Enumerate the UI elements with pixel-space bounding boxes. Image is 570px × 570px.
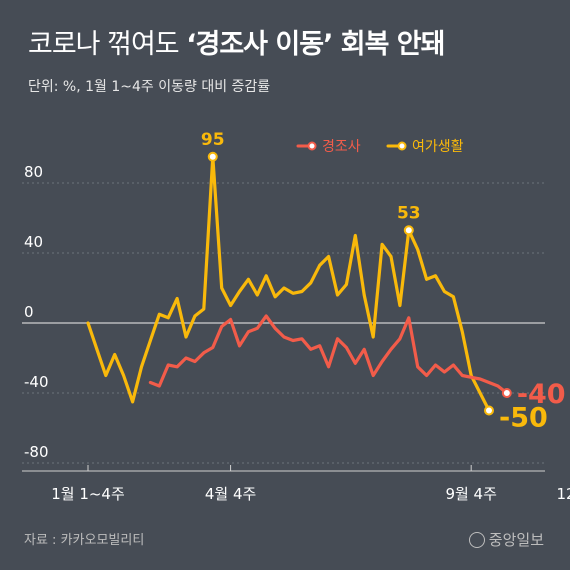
title-plain: 코로나 꺾여도 xyxy=(28,29,187,60)
y-tick-label: 80 xyxy=(24,163,43,181)
series-layer xyxy=(86,155,509,413)
x-axis: 1월 1~4주 4월 4주 9월 4주 12월 2주 xyxy=(22,465,570,503)
end-point-marker xyxy=(484,405,494,416)
legend-label: 여가생활 xyxy=(412,139,464,155)
series-line-yeogasaenghwal xyxy=(86,155,491,413)
peak-marker xyxy=(207,151,218,162)
legend-swatch-dot xyxy=(397,141,407,151)
legend-label: 경조사 xyxy=(322,139,361,155)
x-tick-label: 4월 4주 xyxy=(205,485,256,503)
chart-title: 코로나 꺾여도 ‘경조사 이동’ 회복 안돼 xyxy=(28,22,446,61)
annotation-layer: -40-50 95 53 xyxy=(201,130,566,434)
grid-layer: 80 40 0 -40 -80 xyxy=(22,163,545,464)
peak-value-label: 53 xyxy=(397,203,421,223)
chart-subtitle: 단위: %, 1월 1~4주 이동량 대비 증감률 xyxy=(28,79,271,95)
peak-marker xyxy=(403,225,414,236)
y-tick-label: 40 xyxy=(24,233,43,251)
x-tick-label: 12월 2주 xyxy=(557,485,570,503)
peak-value-label: 95 xyxy=(201,130,225,150)
end-value-label: -40 xyxy=(517,379,566,410)
publisher-logo: 중앙일보 xyxy=(468,529,544,550)
series-line-gyeongjosa xyxy=(148,314,509,395)
end-value-label: -50 xyxy=(499,403,548,434)
y-tick-label: -80 xyxy=(24,443,49,461)
y-tick-label: -40 xyxy=(24,373,49,391)
source-note: 자료 : 카카오모빌리티 xyxy=(24,533,145,548)
x-tick-label: 1월 1~4주 xyxy=(51,485,125,503)
legend: 경조사 여가생활 xyxy=(296,139,464,155)
legend-swatch-dot xyxy=(307,141,317,151)
logo-text: 중앙일보 xyxy=(488,531,544,549)
y-tick-label: 0 xyxy=(24,303,34,321)
title-bold: ‘경조사 이동’ 회복 안돼 xyxy=(186,29,445,60)
logo-circle-icon xyxy=(468,531,485,548)
x-tick-label: 9월 4주 xyxy=(445,485,496,503)
end-point-marker xyxy=(501,388,512,398)
